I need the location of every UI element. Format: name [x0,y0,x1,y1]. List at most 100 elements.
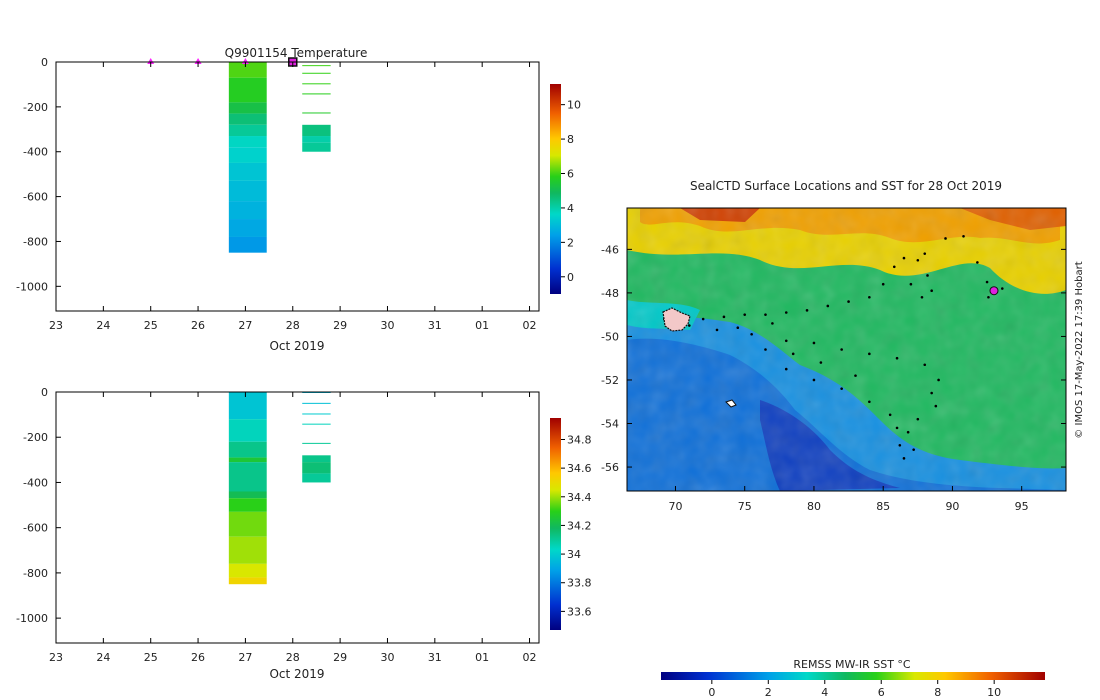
surface-location [934,404,938,408]
y-tick-label: -800 [23,567,48,580]
surface-location [791,352,795,356]
surface-location [868,352,871,356]
profile-cell [228,491,267,499]
colorbar-tick-label: 0 [567,271,574,284]
surface-location [930,289,933,293]
profile-cell [302,124,331,137]
profile-cell [302,72,331,74]
heard-island [725,399,737,408]
map-y-tick-label: -52 [601,374,619,387]
sst-colorbar-tick-label: 8 [934,686,941,699]
profile-cell [228,577,267,585]
surface-location [976,261,979,264]
surface-location [688,324,691,327]
surface-location [868,295,871,299]
temperature-title: Q9901154 Temperature [225,46,368,60]
x-tick-label: 02 [523,319,537,332]
profile-cell [302,455,331,463]
x-tick-label: 25 [144,319,158,332]
x-tick-label: 31 [428,319,442,332]
current-location-marker [989,286,999,296]
surface-location [840,387,843,390]
salinity-x-label: Oct 2019 [269,667,324,681]
salinity-panel: 0 -200 -400 -600 -800 -1000 23 24 25 26 27 28 29 30 3… [16,386,591,681]
colorbar-tick-label: 33.8 [567,577,592,590]
x-tick-label: 24 [96,651,110,664]
temperature-plot-frame [55,61,540,312]
profile-cell [302,442,331,444]
map-y-tick-label: -56 [601,461,619,474]
map-x-tick-label: 85 [876,500,890,513]
profile-cell [228,511,267,537]
colorbar-tick-label: 34.8 [567,433,592,446]
y-tick-label: -200 [23,101,48,114]
salinity-colorbar [550,418,561,630]
y-tick-label: -1000 [16,280,48,293]
surface-location [784,367,788,371]
map-y-tick-label: -50 [601,330,619,343]
surface-location [985,280,989,284]
colorbar-tick-label: 33.6 [567,605,592,618]
sst-colorbar-label: REMSS MW-IR SST °C [793,658,911,671]
temperature-panel: Q9901154 Temperature 0 -200 -400 -600 -800 -1… [16,46,581,353]
salinity-x-axis: 23 24 25 26 27 28 29 30 31 01 02 [49,392,537,664]
surface-location [847,300,850,303]
map-x-tick-label: 90 [945,500,959,513]
profile-cell [302,473,331,483]
profile-cell [228,462,267,492]
profile-cell [228,392,267,420]
surface-location [819,361,823,364]
profile-cell [228,536,267,564]
colorbar-tick-label: 34 [567,548,581,561]
surface-location [750,332,753,336]
profile-cell [228,102,267,114]
surface-location [826,304,830,308]
surface-location [898,443,902,447]
kerguelen-island [662,307,691,332]
x-tick-label: 02 [523,651,537,664]
surface-location [812,378,816,382]
x-tick-label: 23 [49,319,63,332]
x-tick-label: 30 [380,651,394,664]
sst-colorbar-tick-label: 10 [987,686,1001,699]
surface-location [937,378,940,382]
surface-location [868,400,871,404]
sst-colorbar-tick-label: 4 [821,686,828,699]
profile-cell [228,180,267,202]
surface-location [916,258,920,262]
sst-colorbar [661,672,1045,680]
colorbar-tick-label: 8 [567,133,574,146]
surface-location [895,356,899,360]
surface-location [962,235,965,238]
surface-location [892,265,896,269]
salinity-profile-cells [228,392,331,585]
map-y-tick-label: -46 [601,243,619,256]
y-tick-label: 0 [41,386,48,399]
surface-location [906,430,910,434]
y-tick-label: -400 [23,476,48,489]
profile-cell [302,112,331,114]
y-tick-label: -800 [23,235,48,248]
profile-cell [302,65,331,67]
sst-map-y-axis: -46 -48 -50 -52 -54 -56 [601,243,1066,474]
salinity-plot-frame [55,391,540,644]
x-tick-label: 28 [286,651,300,664]
surface-location [902,457,906,460]
y-tick-label: -1000 [16,612,48,625]
x-tick-label: 29 [333,319,347,332]
profile-cell [228,201,267,220]
colorbar-tick-label: 2 [567,236,574,249]
surface-location [812,341,816,345]
surface-location [771,322,774,325]
x-tick-label: 31 [428,651,442,664]
profile-cell [302,142,331,152]
surface-location [854,374,857,377]
colorbar-tick-label: 34.2 [567,519,592,532]
surface-location [722,315,726,319]
map-y-tick-label: -54 [601,418,619,431]
map-x-tick-label: 75 [738,500,752,513]
surface-location [909,282,913,286]
x-tick-label: 27 [238,319,252,332]
profile-cell [228,162,267,181]
surface-location [784,311,788,314]
